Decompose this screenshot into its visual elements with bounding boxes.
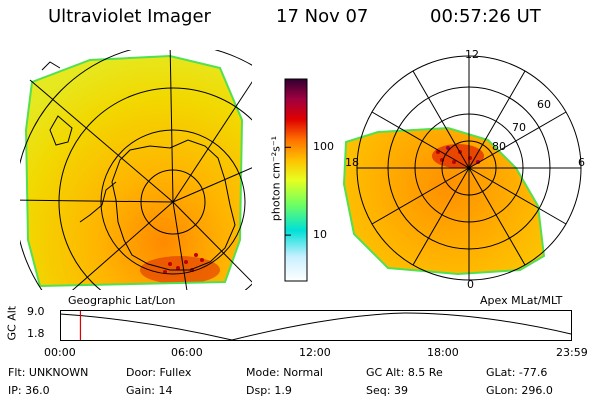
colorbar xyxy=(284,78,308,282)
time-tick-1: 06:00 xyxy=(171,346,203,359)
date-label: 17 Nov 07 xyxy=(276,6,369,27)
mlt-label-12: 12 xyxy=(465,48,479,61)
mlat-label-70: 70 xyxy=(512,121,526,134)
altitude-strip-chart xyxy=(60,310,572,341)
alt-ytick-low: 1.8 xyxy=(27,327,45,340)
flight-status: Flt: UNKNOWN xyxy=(8,366,89,379)
mlat-mlt-grid xyxy=(356,55,582,281)
glon-status: GLon: 296.0 xyxy=(486,384,553,397)
colorbar-label-10: 10 xyxy=(313,228,327,242)
apex-polar-panel xyxy=(342,55,582,281)
gain-status: Gain: 14 xyxy=(126,384,173,397)
image-edge xyxy=(24,54,244,288)
mlt-label-6: 6 xyxy=(578,156,585,169)
time-tick-3: 18:00 xyxy=(427,346,459,359)
image-edge xyxy=(342,126,546,276)
time-tick-0: 00:00 xyxy=(44,346,76,359)
gc-altitude-status: GC Alt: 8.5 Re xyxy=(366,366,443,379)
colorbar-label-100: 100 xyxy=(313,140,334,154)
instrument-title: Ultraviolet Imager xyxy=(48,6,211,27)
altitude-curve xyxy=(60,312,572,341)
time-tick-2: 12:00 xyxy=(299,346,331,359)
time-label: 00:57:26 UT xyxy=(430,6,541,27)
display-status: Dsp: 1.9 xyxy=(246,384,292,397)
alt-ytick-high: 9.0 xyxy=(27,305,45,318)
mlt-label-18: 18 xyxy=(345,156,359,169)
mode-status: Mode: Normal xyxy=(246,366,323,379)
sequence-status: Seq: 39 xyxy=(366,384,408,397)
emission-image xyxy=(26,56,242,286)
door-status: Door: Fullex xyxy=(126,366,192,379)
antarctica-coastline xyxy=(111,139,236,271)
apex-caption: Apex MLat/MLT xyxy=(480,294,563,307)
latlon-grid xyxy=(20,50,252,290)
geographic-map-panel xyxy=(20,50,252,290)
colorbar-unit-label: photon cm⁻²s⁻¹ xyxy=(269,135,283,222)
ip-status: IP: 36.0 xyxy=(8,384,50,397)
time-tick-4: 23:59 xyxy=(556,346,588,359)
altitude-axis-label: GC Alt xyxy=(5,305,19,341)
mlt-label-0: 0 xyxy=(467,278,474,291)
mlat-label-80: 80 xyxy=(492,140,506,153)
geographic-caption: Geographic Lat/Lon xyxy=(68,294,176,307)
glat-status: GLat: -77.6 xyxy=(486,366,548,379)
mlat-label-60: 60 xyxy=(537,98,551,111)
